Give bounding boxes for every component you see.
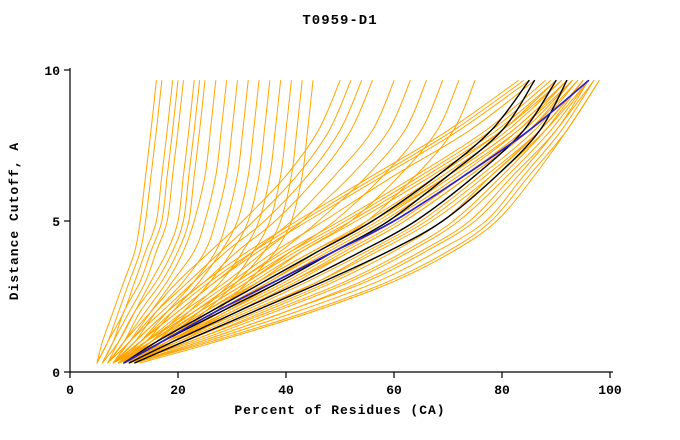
model-curve: [107, 80, 341, 364]
model-curve: [118, 80, 568, 364]
chart-title: T0959-D1: [302, 13, 377, 29]
model-curve: [123, 80, 444, 364]
y-axis-label: Distance Cutoff, A: [7, 142, 22, 300]
model-curve: [118, 80, 579, 364]
model-curve: [139, 80, 600, 364]
model-curve: [123, 80, 589, 364]
model-curve: [123, 80, 271, 364]
model-curve: [123, 80, 579, 364]
model-curve: [96, 80, 157, 364]
blue-highlight-curve: [123, 79, 590, 364]
model-curve: [112, 80, 535, 364]
model-curve: [128, 80, 584, 364]
y-tick-label: 0: [52, 366, 60, 381]
model-curve: [118, 80, 427, 364]
model-curve: [112, 80, 238, 364]
model-curve: [101, 80, 184, 364]
model-curve: [112, 80, 363, 364]
x-tick-label: 80: [494, 383, 510, 398]
model-curve: [134, 80, 600, 364]
x-tick-label: 0: [66, 383, 74, 398]
highlight-curve-black: [134, 79, 568, 364]
highlight-curve-black: [123, 79, 530, 364]
model-curve: [101, 80, 179, 364]
axes: [69, 68, 613, 373]
model-curve: [134, 80, 314, 364]
x-axis-ticks: 0 20 40 60 80 100: [66, 372, 622, 398]
x-tick-label: 60: [386, 383, 402, 398]
model-curve: [128, 80, 584, 364]
x-tick-label: 40: [278, 383, 294, 398]
model-curve: [118, 80, 249, 364]
model-curve: [96, 80, 163, 364]
model-curve: [134, 80, 589, 364]
model-curve: [118, 80, 546, 364]
model-curve: [96, 80, 174, 364]
model-curve: [118, 80, 411, 364]
model-curve: [112, 80, 228, 364]
y-tick-label: 5: [52, 215, 60, 230]
model-curve: [107, 80, 206, 364]
highlight-curve-blue: [123, 79, 590, 364]
x-axis-label: Percent of Residues (CA): [234, 403, 445, 418]
model-curve: [107, 80, 352, 364]
model-curve: [107, 80, 217, 364]
y-axis-ticks: 0 5 10: [44, 64, 70, 381]
y-tick-label: 10: [44, 64, 60, 79]
model-curve: [112, 80, 525, 364]
x-tick-label: 100: [598, 383, 622, 398]
model-curve: [134, 80, 595, 364]
model-curve: [107, 80, 201, 364]
model-curve: [112, 80, 395, 364]
model-curve: [123, 80, 282, 364]
model-curve: [112, 80, 373, 364]
orange-model-curves: [96, 80, 600, 364]
x-tick-label: 20: [170, 383, 186, 398]
